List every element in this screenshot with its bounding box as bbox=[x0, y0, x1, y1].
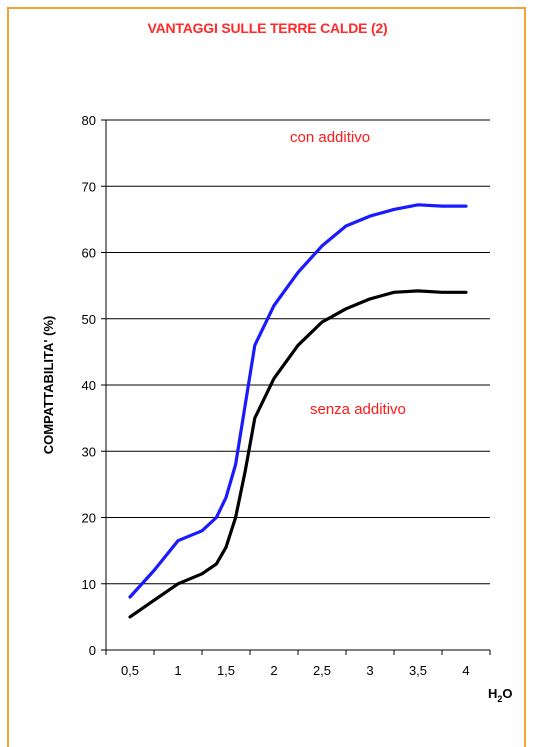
y-tick-label: 70 bbox=[82, 179, 96, 194]
y-tick-label: 80 bbox=[82, 113, 96, 128]
grid-lines bbox=[106, 119, 490, 585]
y-tick-label: 40 bbox=[82, 378, 96, 393]
x-tick-labels: 0,5 1 1,5 2 2,5 3 3,5 4 bbox=[121, 663, 470, 678]
y-tick-label: 50 bbox=[82, 312, 96, 327]
x-tick-label: 4 bbox=[462, 663, 469, 678]
y-tick-label: 20 bbox=[82, 511, 96, 526]
y-tick-labels: 0 10 20 30 40 50 60 70 80 bbox=[82, 113, 96, 658]
x-tick-label: 1 bbox=[174, 663, 181, 678]
x-tick-label: 3,5 bbox=[409, 663, 427, 678]
x-axis-label-main: H bbox=[488, 686, 497, 701]
x-axis-label-sub: 2 bbox=[497, 694, 502, 704]
y-tick-label: 30 bbox=[82, 444, 96, 459]
x-tick-label: 0,5 bbox=[121, 663, 139, 678]
chart-frame bbox=[7, 7, 526, 747]
chart-title: VANTAGGI SULLE TERRE CALDE (2) bbox=[147, 20, 388, 36]
x-tick-label: 2,5 bbox=[313, 663, 331, 678]
series-label-con-additivo: con additivo bbox=[290, 129, 370, 146]
y-axis-label: COMPATTABILITA' (%) bbox=[41, 316, 56, 455]
y-tick-label: 10 bbox=[82, 577, 96, 592]
x-axis-label: H2O bbox=[488, 686, 513, 704]
x-axis-label-tail: O bbox=[502, 686, 512, 701]
x-tick-label: 3 bbox=[366, 663, 373, 678]
axes bbox=[101, 119, 491, 655]
x-tick-label: 2 bbox=[270, 663, 277, 678]
series-line-senza-additivo bbox=[128, 289, 468, 619]
series-line-con-additivo bbox=[128, 203, 468, 599]
y-tick-label: 60 bbox=[82, 246, 96, 261]
series-lines bbox=[128, 203, 468, 619]
x-tick-label: 1,5 bbox=[217, 663, 235, 678]
y-tick-label: 0 bbox=[89, 643, 96, 658]
series-label-senza-additivo: senza additivo bbox=[310, 401, 406, 418]
